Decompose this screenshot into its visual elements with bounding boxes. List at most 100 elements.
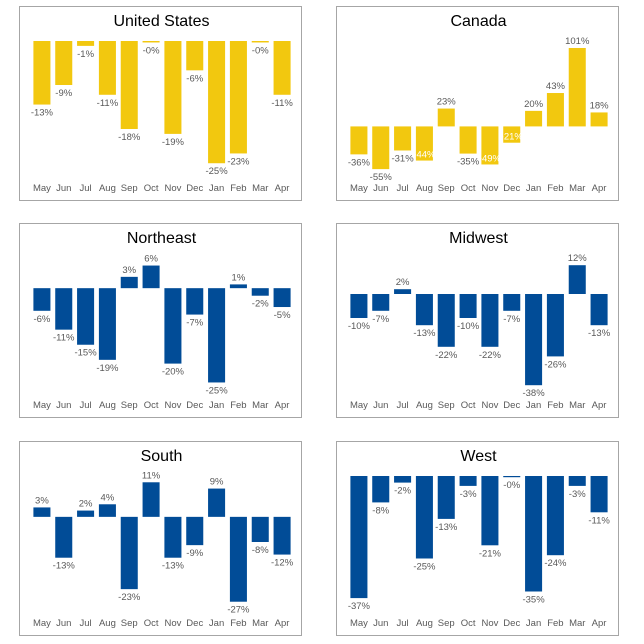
- x-tick-jan: Jan: [209, 618, 224, 629]
- x-tick-jul: Jul: [397, 183, 409, 194]
- bar-jul: [394, 126, 412, 151]
- bar-jan: [208, 488, 226, 517]
- x-tick-jul: Jul: [397, 400, 409, 411]
- bar-apr: [590, 476, 608, 513]
- chart-title: United States: [113, 13, 209, 30]
- x-tick-jan: Jan: [209, 400, 224, 411]
- data-label-may: 3%: [35, 495, 49, 506]
- bar-apr: [273, 41, 291, 95]
- x-tick-jun: Jun: [373, 618, 388, 629]
- bar-aug: [98, 41, 116, 95]
- bar-dec: [186, 288, 204, 315]
- x-tick-dec: Dec: [503, 183, 520, 194]
- bar-feb: [229, 284, 247, 289]
- x-tick-mar: Mar: [252, 618, 268, 629]
- bar-nov: [164, 516, 182, 558]
- chart-panel-west: West -37% May -8% Jun -2% Jul -25% Aug -13% Sep -3%…: [336, 441, 619, 636]
- bar-jul: [394, 289, 412, 294]
- bar-oct: [459, 476, 477, 486]
- x-tick-jun: Jun: [56, 183, 71, 194]
- data-label-feb: -27%: [227, 605, 250, 616]
- x-tick-mar: Mar: [569, 618, 585, 629]
- chart-panel-south: South 3% May -13% Jun 2% Jul 4% Aug -23% Sep 11% Oct…: [19, 441, 302, 636]
- x-tick-may: May: [33, 618, 51, 629]
- data-label-aug: -44%: [413, 150, 436, 161]
- x-tick-jun: Jun: [56, 618, 71, 629]
- data-label-jul: -2%: [394, 486, 411, 497]
- x-tick-jul: Jul: [397, 618, 409, 629]
- chart-title: Midwest: [449, 230, 508, 247]
- chart-title: South: [141, 448, 183, 465]
- bar-jan: [208, 41, 226, 164]
- data-label-oct: -0%: [143, 45, 160, 56]
- chart-svg-south: South 3% May -13% Jun 2% Jul 4% Aug -23% Sep 11% Oct…: [33, 448, 294, 629]
- x-tick-jun: Jun: [56, 400, 71, 411]
- bar-feb: [229, 516, 247, 602]
- x-tick-sep: Sep: [438, 618, 455, 629]
- data-label-mar: -8%: [252, 545, 269, 556]
- bar-aug: [98, 288, 116, 360]
- x-tick-may: May: [350, 618, 368, 629]
- data-label-dec: -6%: [186, 73, 203, 84]
- data-label-mar: 12%: [568, 253, 588, 264]
- bar-feb: [229, 41, 247, 154]
- data-label-jun: -7%: [372, 314, 389, 325]
- data-label-feb: 1%: [232, 272, 246, 283]
- bar-aug: [415, 476, 433, 559]
- data-label-nov: -21%: [479, 548, 502, 559]
- bar-may: [33, 288, 51, 311]
- x-tick-may: May: [350, 183, 368, 194]
- x-tick-dec: Dec: [503, 400, 520, 411]
- data-label-dec: -9%: [186, 548, 203, 559]
- bar-nov: [481, 126, 499, 165]
- bar-mar: [251, 288, 269, 296]
- data-label-oct: 11%: [142, 470, 161, 481]
- bar-sep: [120, 41, 138, 129]
- data-label-mar: -0%: [252, 45, 269, 56]
- x-tick-jun: Jun: [373, 183, 388, 194]
- data-label-feb: 43%: [546, 81, 566, 92]
- bar-dec: [186, 41, 204, 71]
- x-tick-oct: Oct: [144, 400, 159, 411]
- x-tick-jul: Jul: [80, 618, 92, 629]
- bar-sep: [437, 476, 455, 519]
- data-label-jan: -25%: [205, 166, 228, 177]
- x-tick-oct: Oct: [461, 618, 476, 629]
- bar-jan: [525, 294, 543, 386]
- bar-apr: [590, 294, 608, 326]
- bar-may: [350, 126, 368, 155]
- chart-svg-midwest: Midwest -10% May -7% Jun 2% Jul -13% Aug -22% Sep -…: [348, 230, 611, 411]
- x-tick-aug: Aug: [99, 183, 116, 194]
- x-tick-jan: Jan: [526, 183, 541, 194]
- bar-sep: [120, 516, 138, 590]
- x-tick-mar: Mar: [569, 400, 585, 411]
- bar-mar: [568, 47, 586, 127]
- bar-jun: [372, 126, 390, 170]
- x-tick-sep: Sep: [121, 618, 138, 629]
- data-label-sep: 23%: [437, 97, 457, 108]
- bar-nov: [481, 294, 499, 347]
- x-tick-feb: Feb: [547, 618, 563, 629]
- x-tick-aug: Aug: [99, 400, 116, 411]
- chart-title: Northeast: [127, 230, 197, 247]
- chart-svg-west: West -37% May -8% Jun -2% Jul -25% Aug -13% Sep -3%…: [348, 448, 611, 629]
- data-label-jun: -8%: [372, 505, 389, 516]
- bar-jan: [525, 110, 543, 127]
- x-tick-feb: Feb: [230, 618, 246, 629]
- x-tick-nov: Nov: [481, 183, 498, 194]
- bar-may: [33, 507, 51, 517]
- x-tick-nov: Nov: [164, 618, 181, 629]
- chart-panel-midwest: Midwest -10% May -7% Jun 2% Jul -13% Aug -22% Sep -…: [336, 223, 619, 418]
- data-label-feb: -24%: [544, 558, 567, 569]
- bar-may: [33, 41, 51, 105]
- data-label-apr: -5%: [274, 310, 291, 321]
- chart-svg-united-states: United States -13% May -9% Jun -1% Jul -11% Aug -…: [31, 13, 294, 194]
- data-label-nov: -20%: [162, 367, 185, 378]
- x-tick-dec: Dec: [503, 618, 520, 629]
- x-tick-oct: Oct: [144, 618, 159, 629]
- bar-dec: [186, 516, 204, 546]
- x-tick-sep: Sep: [438, 400, 455, 411]
- data-label-aug: -13%: [413, 328, 436, 339]
- x-tick-mar: Mar: [569, 183, 585, 194]
- data-label-dec: -21%: [501, 132, 524, 143]
